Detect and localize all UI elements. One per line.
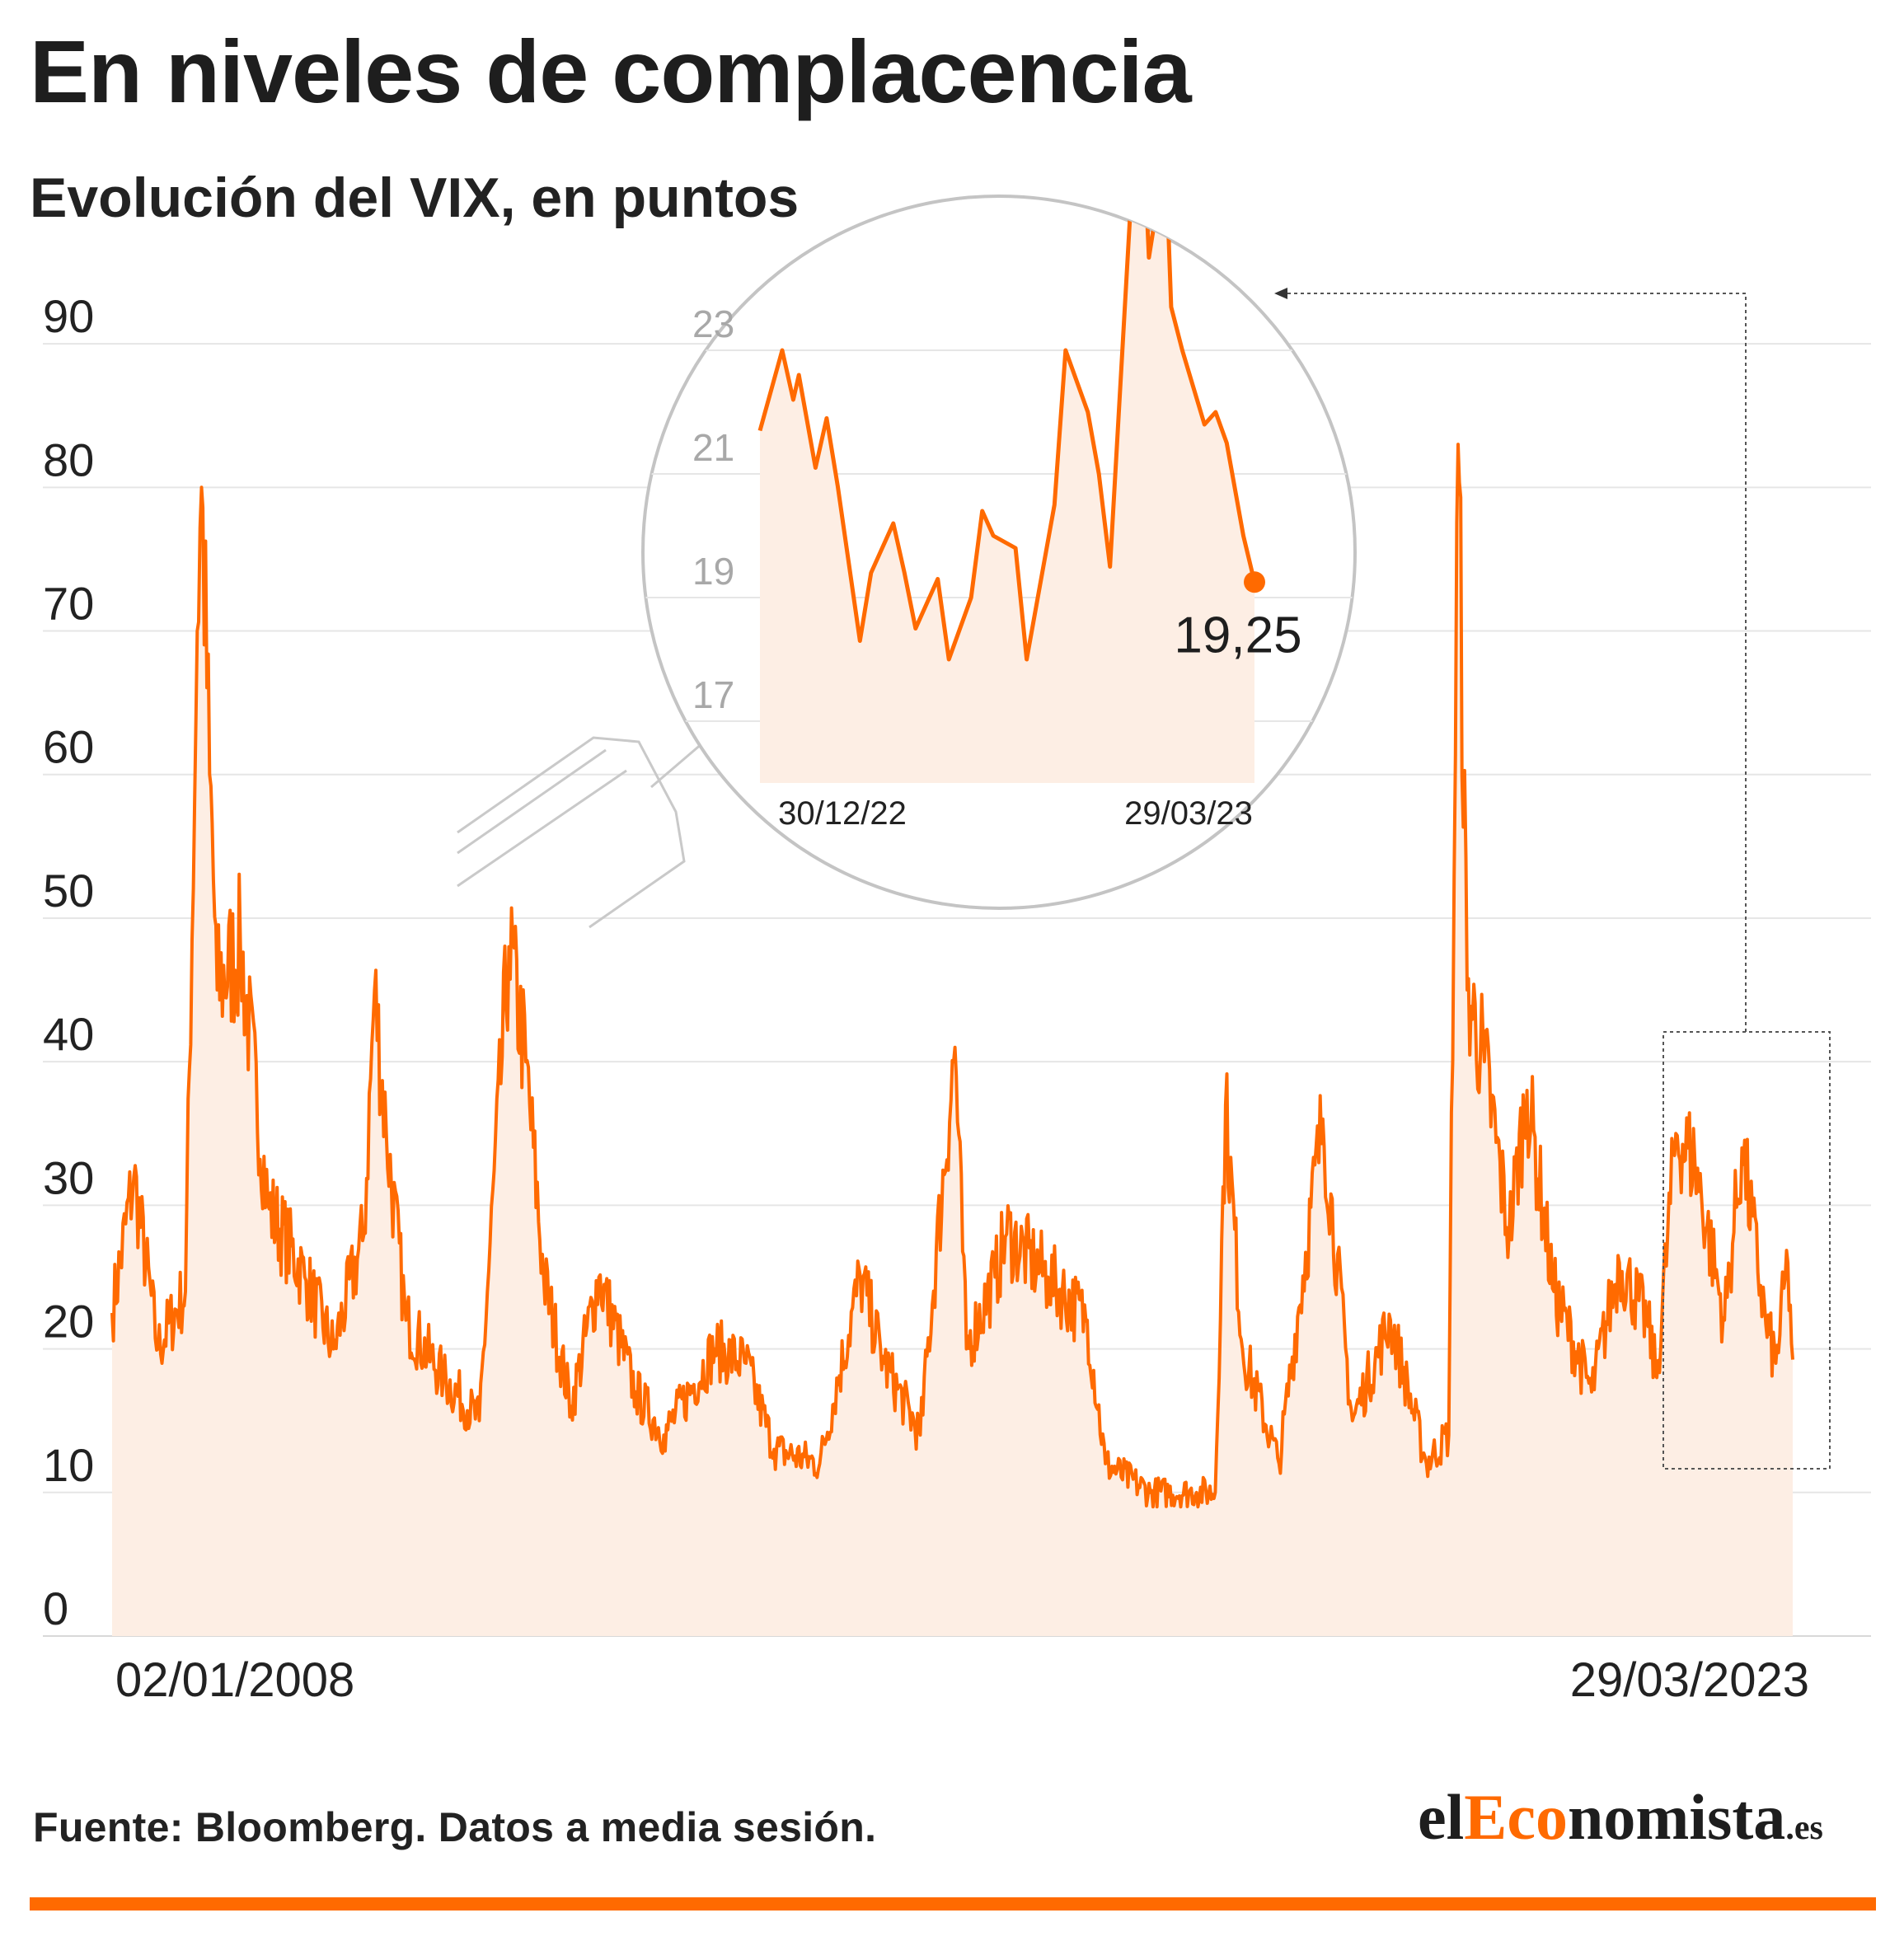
chart-title: En niveles de complacencia <box>30 21 1192 121</box>
inset-x-tick-label: 30/12/22 <box>778 795 907 832</box>
brand-prefix: el <box>1418 1781 1465 1853</box>
inset-y-tick-label: 17 <box>692 673 734 716</box>
main-x-tick-label: 02/01/2008 <box>115 1653 354 1707</box>
brand-tld: .es <box>1785 1809 1823 1847</box>
inset-series-line <box>757 196 1257 662</box>
magnifier-handle-icon <box>457 717 726 929</box>
inset-y-tick-label: 21 <box>692 426 734 469</box>
main-x-tick-label: 29/03/2023 <box>1570 1653 1809 1707</box>
main-y-tick-label: 70 <box>43 578 94 630</box>
main-y-tick-label: 50 <box>43 865 94 917</box>
inset-x-axis: 30/12/22 29/03/23 <box>778 795 1253 832</box>
footer-accent-bar <box>30 1897 1876 1911</box>
main-y-tick-label: 40 <box>43 1008 94 1060</box>
main-y-tick-label: 0 <box>43 1582 68 1634</box>
main-x-axis: 02/01/2008 29/03/2023 <box>115 1653 1809 1707</box>
brand-logo: elEconomista.es <box>1418 1780 1846 1854</box>
main-y-tick-label: 90 <box>43 290 94 342</box>
inset-last-value-label: 19,25 <box>1174 607 1301 663</box>
zoom-connector-line <box>1286 293 1747 1032</box>
main-y-axis: 0 10 20 30 40 50 60 70 80 90 <box>43 290 94 1634</box>
source-note: Fuente: Bloomberg. Datos a media sesión. <box>33 1804 877 1850</box>
inset-last-point <box>1244 571 1265 593</box>
main-y-tick-label: 20 <box>43 1296 94 1348</box>
brand-suffix: nomista <box>1567 1781 1786 1853</box>
main-y-tick-label: 60 <box>43 721 94 773</box>
main-y-tick-label: 80 <box>43 434 94 485</box>
connector-arrowhead <box>1274 288 1287 299</box>
chart-area: 0 10 20 30 40 50 60 70 80 90 02/01/2008 29/03/2023… <box>43 195 1871 1707</box>
chart-subtitle: Evolución del VIX, en puntos <box>30 166 800 229</box>
main-area-fill <box>112 444 1793 1636</box>
inset-y-tick-label: 19 <box>692 550 734 593</box>
inset-y-axis: 17 19 21 23 <box>692 302 734 716</box>
inset-x-tick-label: 29/03/23 <box>1124 795 1253 832</box>
inset-y-tick-label: 23 <box>692 302 734 345</box>
main-y-tick-label: 30 <box>43 1151 94 1203</box>
inset-area-fill <box>760 196 1254 783</box>
main-y-tick-label: 10 <box>43 1439 94 1491</box>
main-series-line <box>110 443 1794 1509</box>
zoom-selection-box <box>1662 1031 1831 1470</box>
brand-accent: Eco <box>1464 1781 1568 1853</box>
